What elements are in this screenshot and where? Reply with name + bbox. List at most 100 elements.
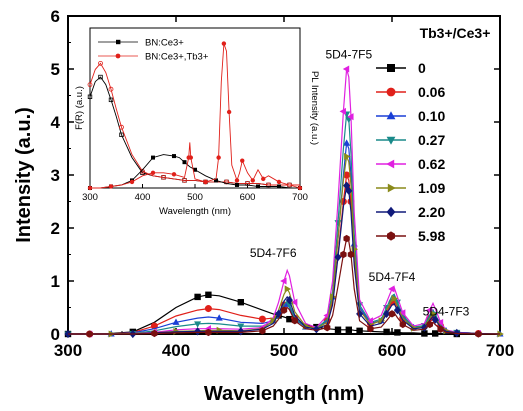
point-5.98 [280, 306, 288, 314]
legend-item-2.20: 2.20 [376, 204, 445, 220]
point-0.10 [215, 314, 223, 321]
x-axis-title: Wavelength (nm) [204, 383, 364, 405]
legend-marker [387, 231, 395, 241]
inset-point [87, 185, 93, 191]
x-tick-label: 400 [162, 341, 190, 360]
inset-legend-item-0: BN:Ce3+ [98, 38, 184, 49]
inset-x-tick-label: 400 [135, 192, 151, 203]
point-2.20 [345, 186, 353, 196]
inset-point [98, 60, 103, 66]
inset-point [119, 124, 124, 130]
legend-label: 0.10 [418, 108, 445, 124]
inset-point [171, 172, 177, 177]
y-tick-label: 4 [51, 113, 61, 132]
point-5.98 [291, 317, 298, 325]
legend-marker [386, 111, 396, 120]
point-0.62 [366, 317, 373, 325]
inset-legend-marker [116, 39, 121, 45]
inset-point [216, 155, 221, 160]
inset-point [150, 170, 156, 175]
point-0 [205, 291, 212, 298]
point-0 [432, 330, 439, 337]
peak-annotation: 5D4-7F5 [325, 47, 372, 61]
point-0.27 [237, 323, 245, 330]
point-5.98 [426, 320, 433, 329]
inset-point [98, 74, 103, 80]
inset-x-tick-label: 700 [292, 192, 308, 203]
inset-series-line [90, 154, 300, 189]
point-5.98 [340, 250, 347, 259]
inset-point [297, 185, 303, 191]
inset-point [203, 179, 208, 185]
inset-point [276, 179, 282, 185]
point-0 [334, 326, 342, 333]
inset-point [172, 154, 176, 159]
point-5.98 [343, 234, 350, 243]
inset-x-tick-label: 600 [240, 192, 256, 203]
legend-item-0.27: 0.27 [376, 132, 445, 148]
point-1.09 [391, 294, 398, 303]
legend-label: 0.27 [418, 132, 445, 148]
point-2.20 [312, 325, 320, 334]
point-2.20 [237, 327, 245, 336]
point-5.98 [367, 325, 374, 333]
point-0.62 [347, 113, 354, 121]
point-0.62 [398, 309, 406, 317]
point-5.98 [259, 327, 266, 335]
legend-label: 0.06 [418, 84, 445, 100]
peak-annotation: 5D4-7F3 [423, 304, 470, 318]
point-1.09 [344, 152, 351, 160]
y-tick-label: 1 [51, 272, 60, 291]
point-0 [421, 330, 428, 337]
point-0.62 [339, 107, 346, 115]
inset-x-tick-label: 300 [82, 192, 98, 203]
inset-legend-marker [115, 53, 121, 59]
series-line-1.09 [68, 154, 501, 335]
point-0 [383, 328, 390, 336]
point-5.98 [347, 250, 355, 259]
inset-point [277, 184, 281, 189]
legend-label: 2.20 [418, 204, 445, 220]
legend-label: 0.62 [418, 156, 445, 172]
point-2.20 [285, 295, 293, 305]
inset-point [108, 97, 114, 103]
inset-point [287, 182, 292, 188]
point-0.06 [204, 305, 212, 313]
inset-point [182, 160, 187, 165]
inset-y-axis-title-left: F(R) (a.u.) [74, 86, 85, 130]
inset-plot: 300 400 500 600 700 Wavelength (nm) F(R) (a.u.… [74, 27, 320, 217]
legend-item-5.98: 5.98 [376, 228, 445, 244]
legend-marker [387, 183, 396, 193]
peak-annotation: 5D4-7F6 [250, 246, 297, 260]
point-0 [194, 293, 201, 301]
inset-point [182, 177, 187, 183]
inset-point [235, 182, 239, 187]
legend-title: Tb3+/Ce3+ [420, 25, 491, 41]
inset-point [221, 41, 227, 46]
legend-item-0.62: 0.62 [376, 156, 445, 172]
main-plot: 300 400 500 600 700 0 1 2 3 4 5 6 Wavelength (nm) Int… [13, 7, 514, 405]
inset-point [129, 179, 135, 185]
point-5.98 [151, 329, 158, 338]
y-tick-label: 3 [51, 166, 60, 185]
point-0.10 [172, 318, 180, 325]
point-5.98 [86, 330, 93, 338]
inset-point [261, 176, 266, 182]
series-1.09 [68, 152, 504, 338]
point-0.27 [194, 321, 202, 328]
legend-label: 5.98 [418, 228, 445, 244]
point-2.20 [194, 327, 202, 336]
point-0.62 [290, 298, 298, 306]
point-1.09 [430, 310, 437, 318]
inset-point [214, 178, 218, 183]
series-line-0 [68, 294, 500, 335]
inset-x-tick-label: 500 [187, 192, 203, 203]
inset-legend-label: BN:Ce3+,Tb3+ [145, 52, 209, 63]
inset-x-axis-title: Wavelength (nm) [159, 206, 231, 217]
point-5.98 [205, 328, 212, 337]
y-tick-label: 0 [51, 325, 60, 344]
legend-marker [386, 87, 396, 97]
peak-annotation: 5D4-7F4 [369, 270, 416, 284]
legend-label: 1.09 [418, 180, 445, 196]
